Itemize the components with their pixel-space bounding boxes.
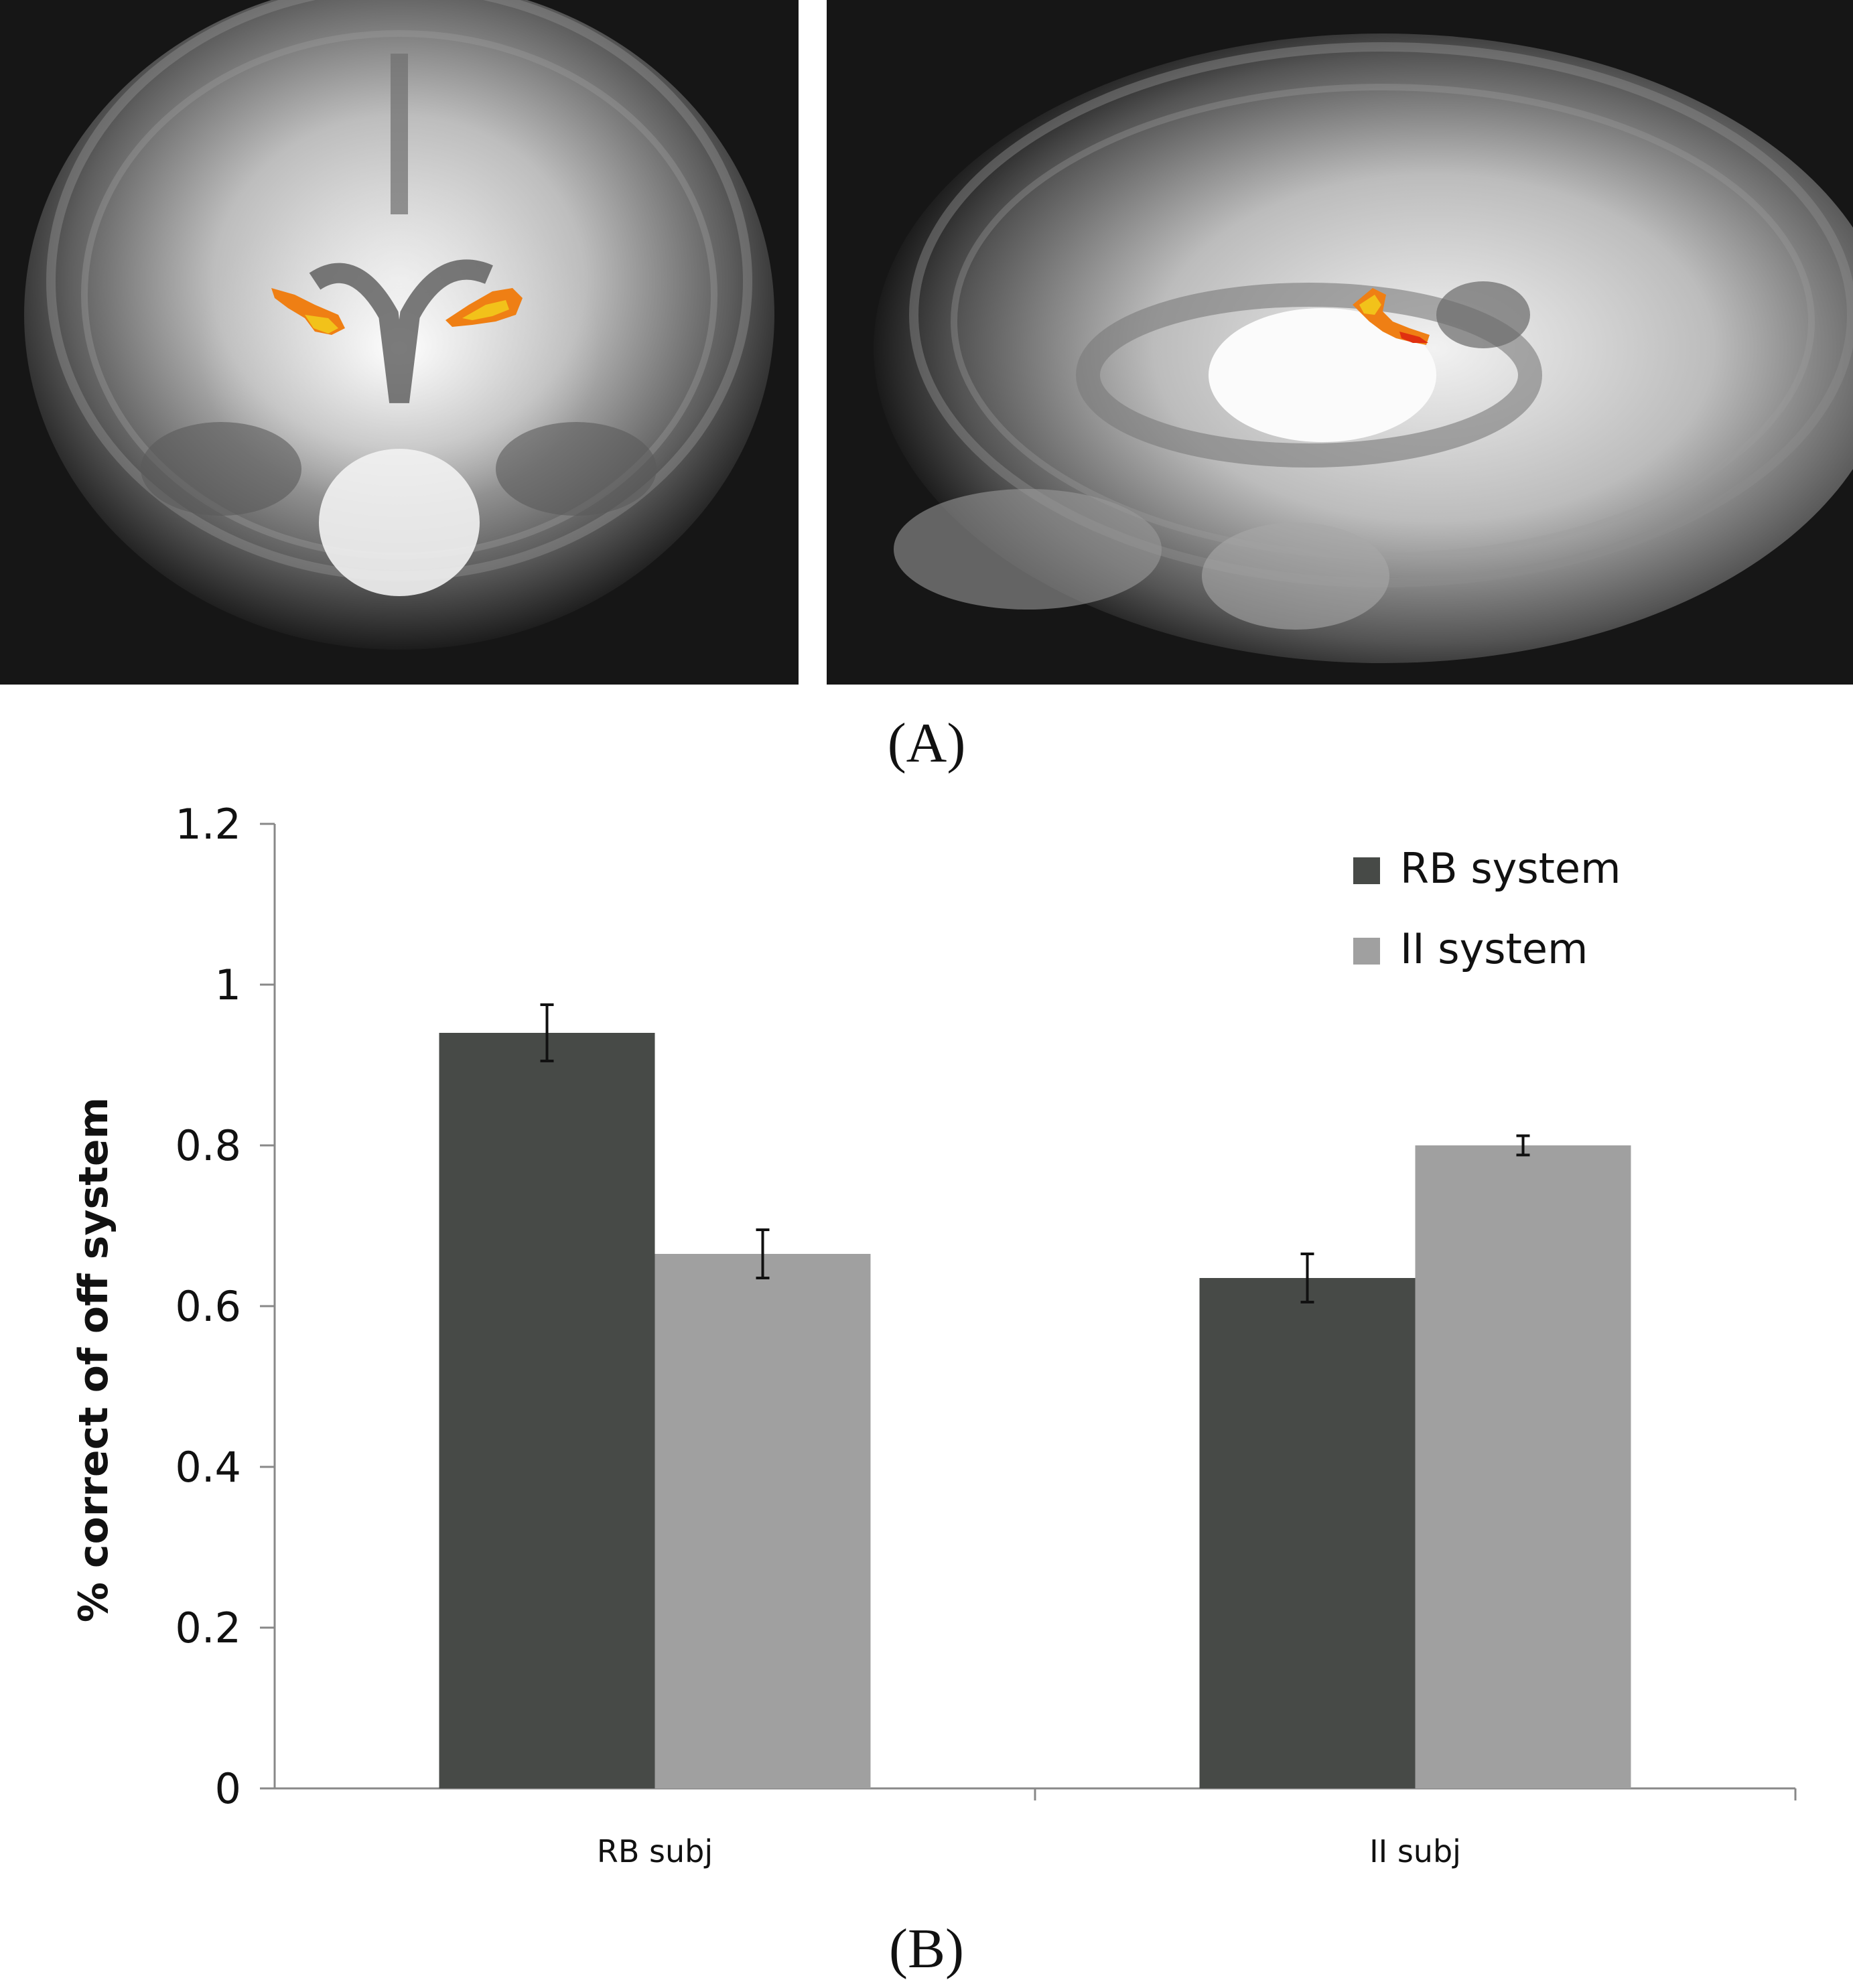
y-tick-label: 1 (215, 961, 241, 1009)
bar-ii-system (1415, 1145, 1631, 1788)
legend-swatch (1353, 938, 1380, 965)
bars (439, 1003, 1631, 1788)
x-tick-labels: RB subj II subj (597, 1833, 1461, 1869)
y-tick-label: 0.2 (175, 1604, 241, 1652)
bar-chart-svg: 0 0.2 0.4 0.6 0.8 1 1.2 RB subj II subj RB syst… (70, 800, 1797, 1869)
bar-chart: 0 0.2 0.4 0.6 0.8 1 1.2 RB subj II subj RB syst… (0, 770, 1853, 1909)
y-tick-label: 0 (215, 1764, 241, 1813)
x-category-label: RB subj (597, 1833, 713, 1869)
y-tick-label: 0.4 (175, 1443, 241, 1492)
legend-swatch (1353, 857, 1380, 884)
bar-rb-system (439, 1033, 655, 1788)
x-category-label: II subj (1369, 1833, 1461, 1869)
legend-label: II system (1400, 924, 1588, 973)
panel-label-a: (A) (887, 712, 966, 774)
y-tick-label: 1.2 (175, 800, 241, 849)
legend: RB system II system (1353, 844, 1621, 973)
y-ticks: 0 0.2 0.4 0.6 0.8 1 1.2 (175, 800, 275, 1813)
sagittal-brain-image (827, 0, 1853, 685)
bar-ii-system (655, 1254, 871, 1788)
legend-label: RB system (1400, 844, 1621, 893)
y-tick-label: 0.6 (175, 1282, 241, 1331)
y-tick-label: 0.8 (175, 1121, 241, 1170)
panel-label-b: (B) (889, 1918, 964, 1980)
coronal-brain-image (0, 0, 799, 685)
y-axis-title: % correct of off system (70, 1097, 117, 1622)
bar-rb-system (1199, 1278, 1416, 1788)
